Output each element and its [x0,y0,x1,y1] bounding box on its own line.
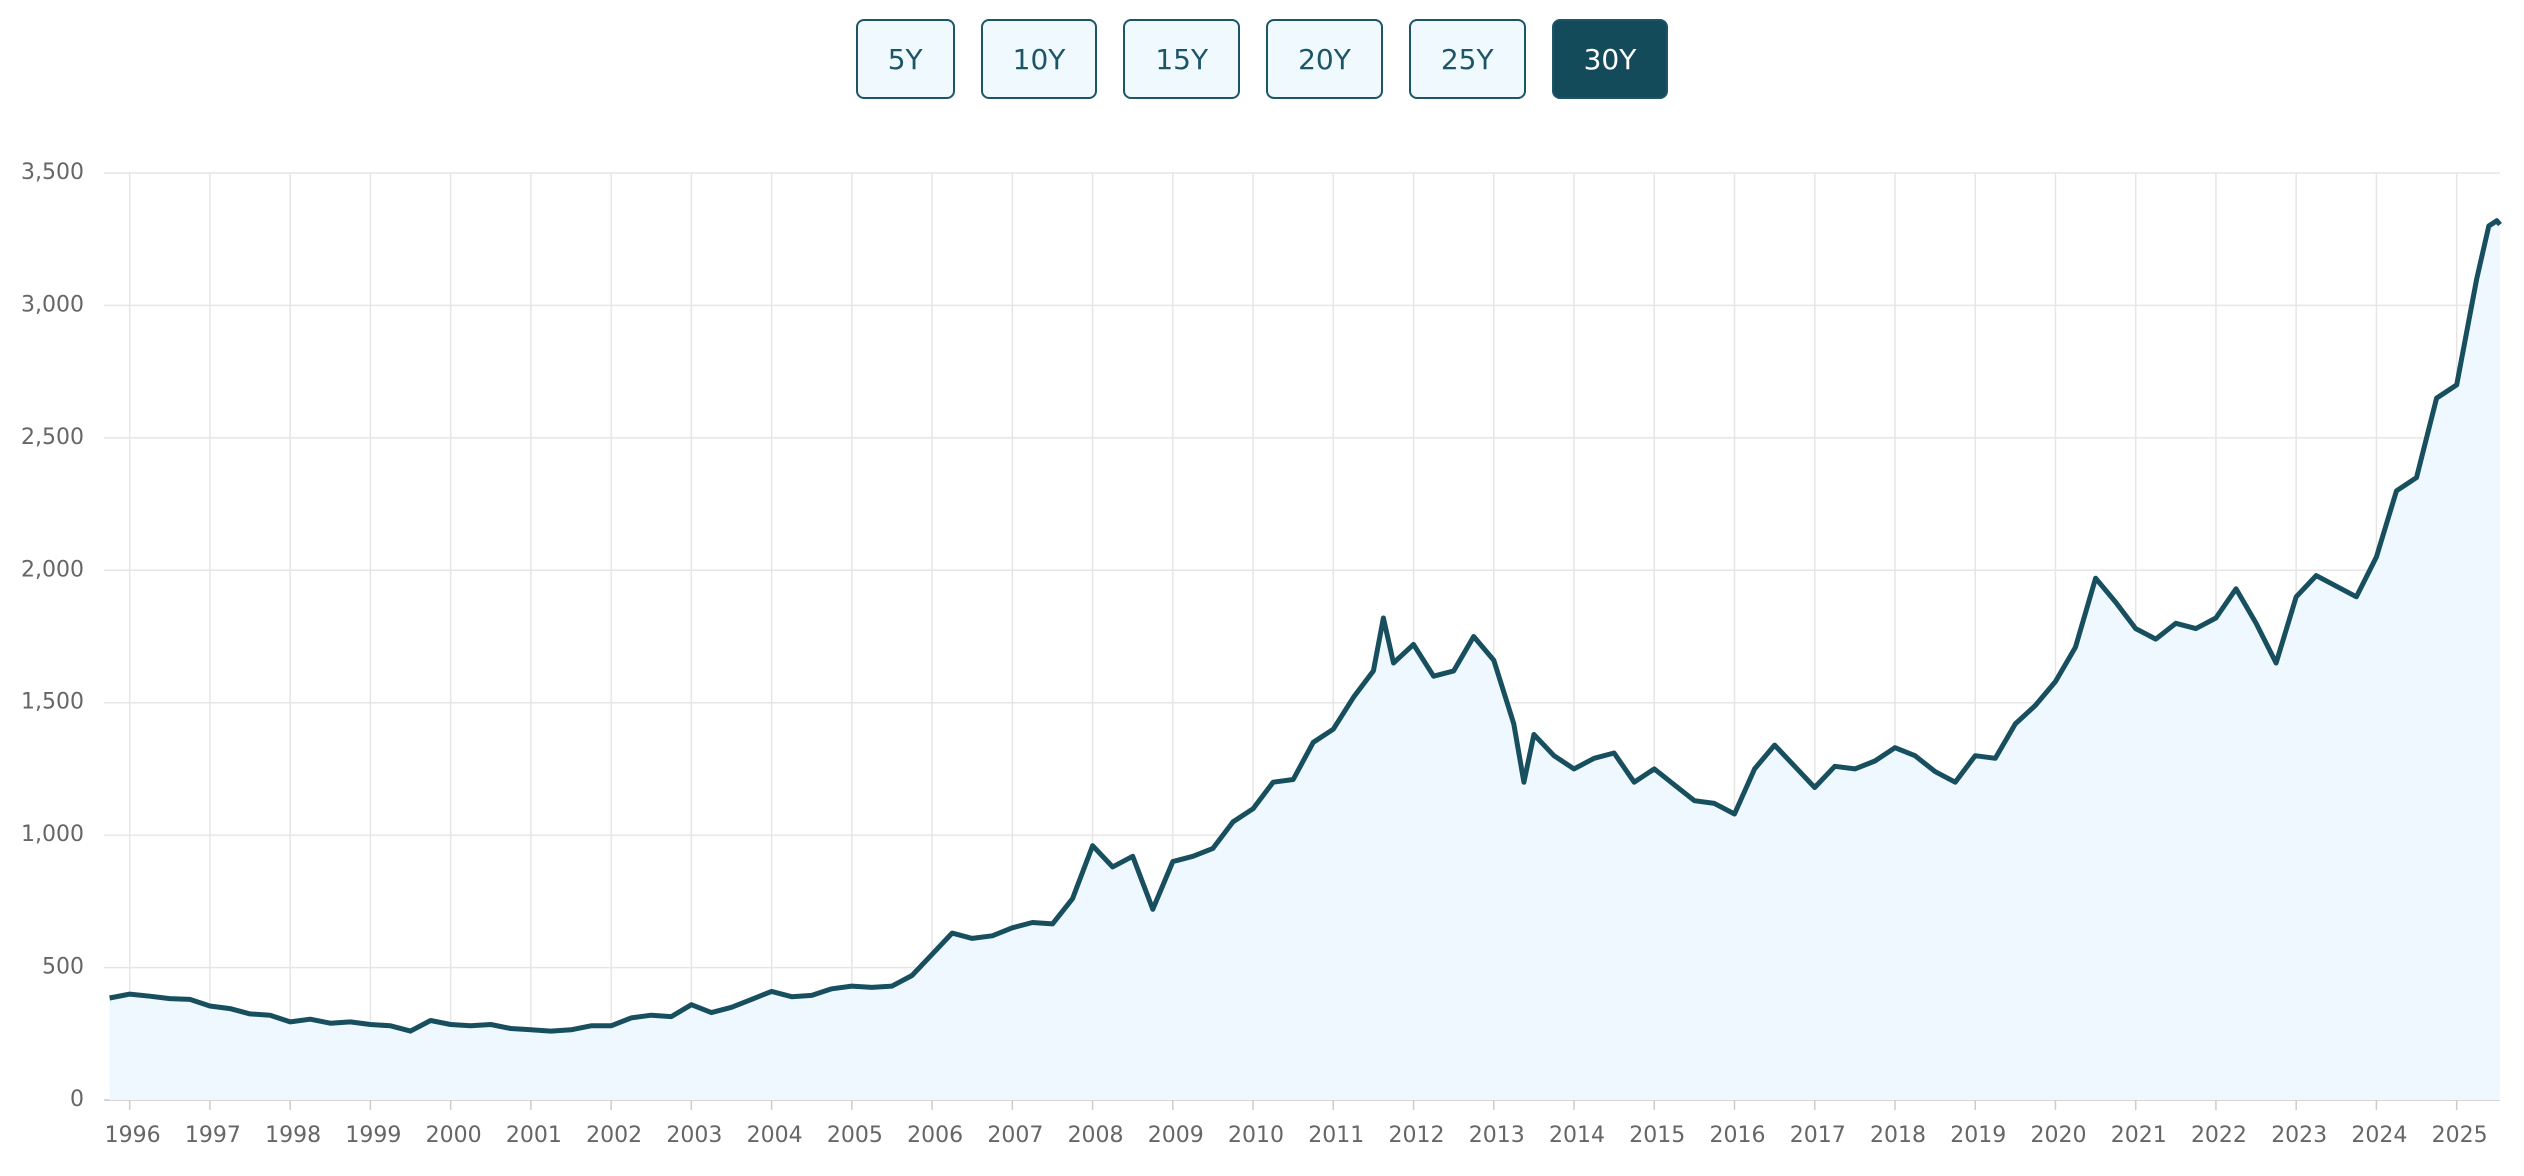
x-tick-label: 2024 [2351,1123,2407,1148]
x-tick-label: 2017 [1790,1123,1846,1148]
x-tick-label: 2009 [1148,1123,1204,1148]
y-tick-label: 3,000 [21,292,84,317]
x-tick-label: 2012 [1389,1123,1445,1148]
y-tick-label: 1,000 [21,822,84,847]
price-line [109,218,2502,1034]
x-tick-label: 2020 [2030,1123,2086,1148]
y-tick-label: 2,000 [21,557,84,582]
x-tick-label: 1997 [185,1123,241,1148]
x-tick-label: 2019 [1950,1123,2006,1148]
x-tick-label: 1996 [105,1123,161,1148]
x-tick-label: 2014 [1549,1123,1605,1148]
range-button[interactable]: 15Y [1123,19,1241,99]
y-tick-label: 3,500 [21,160,84,185]
y-tick-label: 1,500 [21,690,84,715]
y-tick-label: 2,500 [21,425,84,450]
x-tick-label: 2018 [1870,1123,1926,1148]
x-tick-label: 2002 [586,1123,642,1148]
x-tick-label: 2010 [1228,1123,1284,1148]
x-tick-label: 2025 [2432,1123,2488,1148]
x-tick-label: 2011 [1308,1123,1364,1148]
x-tick-label: 2007 [987,1123,1043,1148]
x-tick-label: 2001 [506,1123,562,1148]
x-tick-label: 2013 [1469,1123,1525,1148]
range-buttons: 5Y 10Y 15Y 20Y 25Y 30Y [0,19,2524,99]
area-fill [109,220,2500,1100]
x-tick-label: 2023 [2271,1123,2327,1148]
x-tick-label: 2000 [426,1123,482,1148]
x-tick-label: 1999 [345,1123,401,1148]
range-button[interactable]: 25Y [1408,19,1526,99]
x-tick-label: 1998 [265,1123,321,1148]
x-tick-label: 2021 [2111,1123,2167,1148]
x-tick-label: 2003 [666,1123,722,1148]
y-tick-label: 0 [70,1087,84,1112]
x-tick-label: 2015 [1629,1123,1685,1148]
x-tick-label: 2006 [907,1123,963,1148]
x-tick-label: 2008 [1068,1123,1124,1148]
x-tick-label: 2016 [1709,1123,1765,1148]
x-tick-label: 2004 [747,1123,803,1148]
y-tick-label: 500 [42,955,84,980]
x-tick-label: 2022 [2191,1123,2247,1148]
range-button[interactable]: 10Y [980,19,1098,99]
range-button[interactable]: 20Y [1266,19,1383,99]
range-button[interactable]: 5Y [855,19,955,99]
x-tick-label: 2005 [827,1123,883,1148]
range-button[interactable]: 30Y [1551,19,1669,99]
